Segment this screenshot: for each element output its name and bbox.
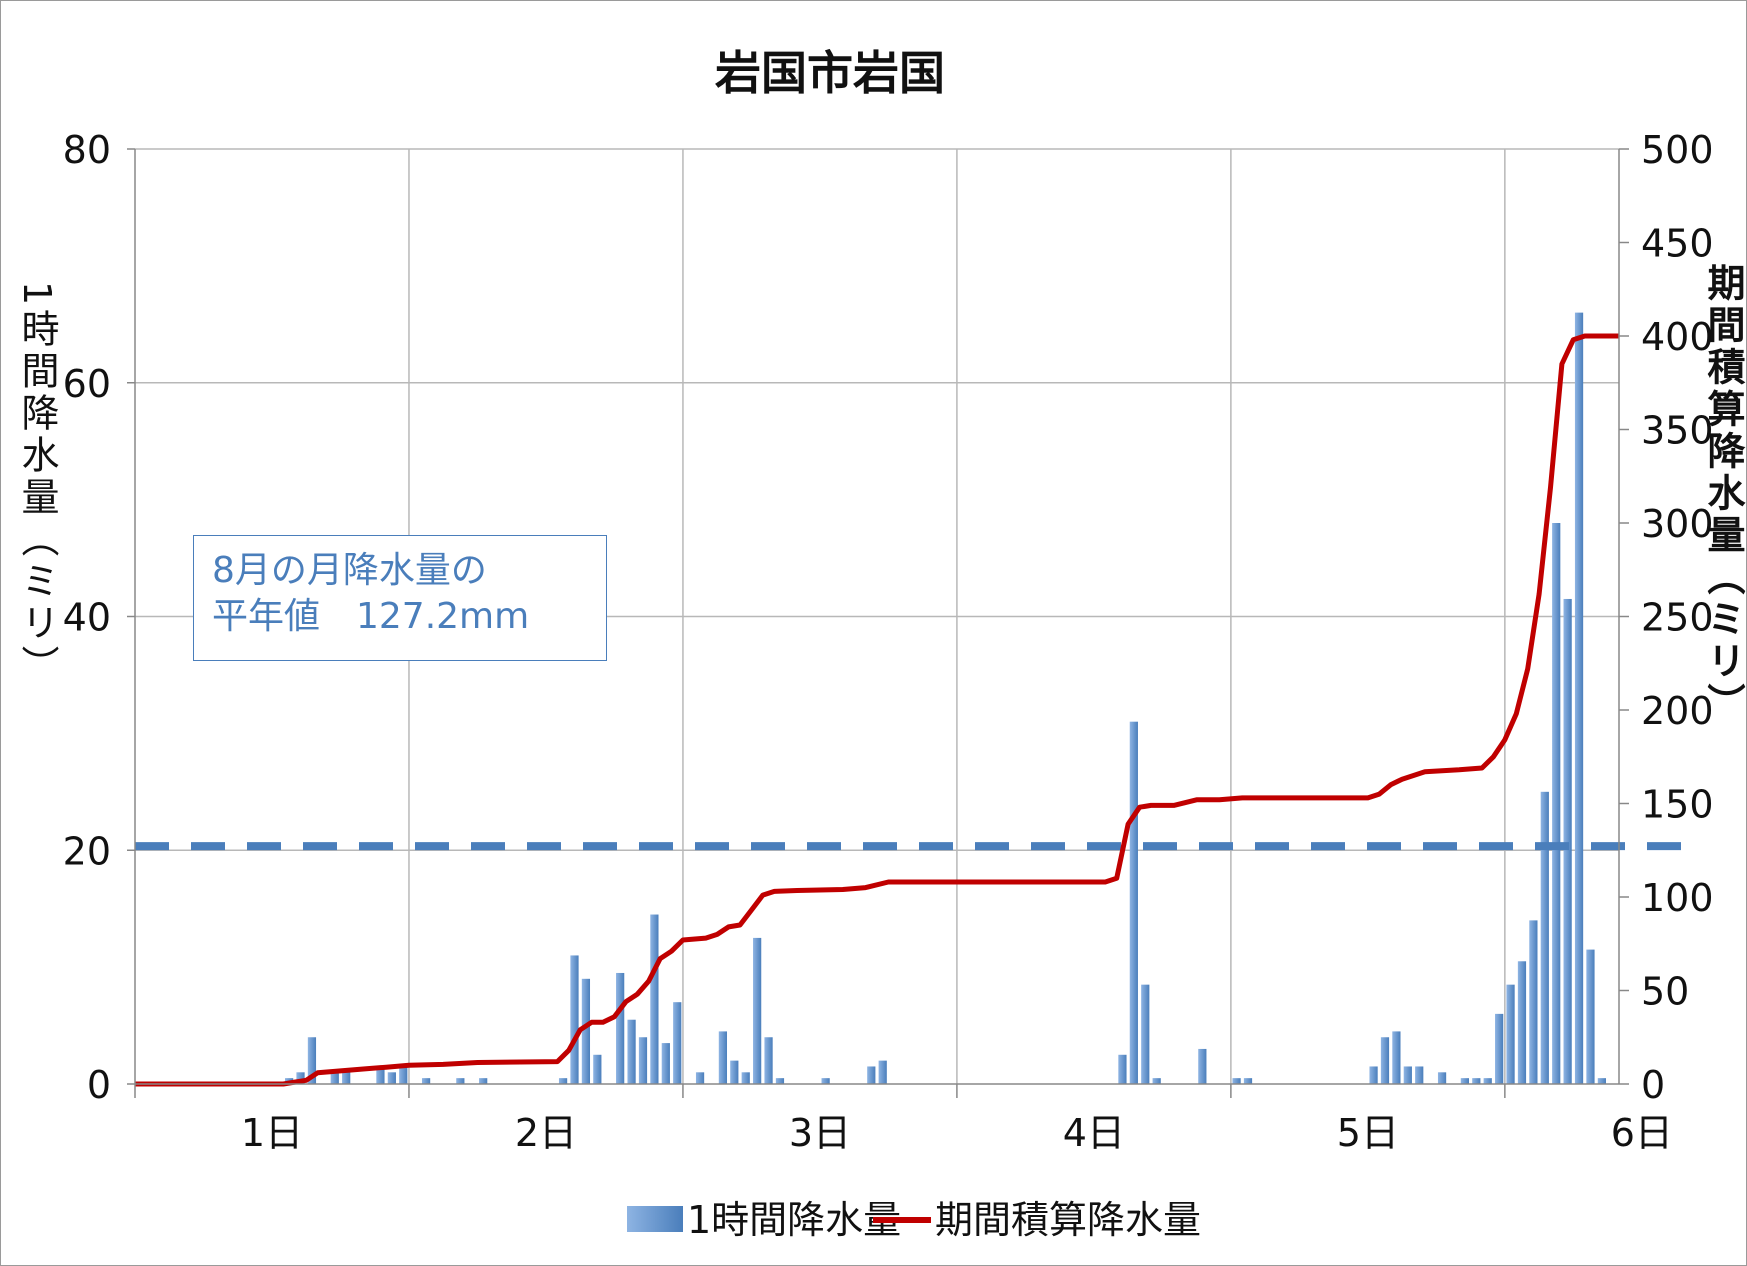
x-tick-label: 3日 [789,1111,851,1155]
y-left-tick-label: 40 [63,596,111,640]
y-right-tick-label: 300 [1641,502,1714,546]
cumulative-line-group [135,333,1619,1087]
bar [1129,721,1138,1084]
bar [421,1078,431,1084]
bar [1506,984,1515,1084]
y-right-tick-label: 400 [1641,315,1714,359]
bar [1529,920,1538,1084]
bar [307,1037,317,1084]
bar [1574,312,1584,1084]
bar [1152,1078,1161,1084]
annotation-line-1: 8月の月降水量の [212,550,487,591]
bar [878,1060,887,1084]
bar [376,1066,385,1084]
bar [1369,1066,1378,1084]
bar [330,1072,339,1084]
bar [1517,961,1527,1084]
bar [753,937,762,1084]
y-right-tick-label: 450 [1641,222,1714,266]
axes [127,148,1629,1098]
chart-title: 岩国市岩国 [715,46,945,100]
x-tick-label: 4日 [1063,1111,1125,1155]
legend-label-line: 期間積算降水量 [935,1198,1201,1242]
y-right-tick-label: 350 [1641,409,1714,453]
bar [1141,984,1150,1084]
y-left-tick-label: 80 [63,128,111,172]
bar [695,1072,705,1084]
bar [764,1037,773,1084]
bar [1540,791,1549,1084]
hourly-bars [284,312,1606,1084]
annotation-line-2: 平年値 127.2mm [212,596,530,637]
bar [1472,1078,1481,1084]
bar [616,972,625,1084]
bar [593,1054,602,1084]
bar [296,1072,305,1084]
y-left-axis-title: 1時間降水量（ミリ） [15,281,59,687]
bar [775,1078,785,1084]
bar [1563,598,1572,1084]
bar [1392,1031,1401,1084]
x-tick-label: 5日 [1337,1111,1399,1155]
bar [581,978,591,1084]
bar [673,1002,682,1084]
x-tick-label: 6日 [1611,1111,1673,1155]
legend-label-bar: 1時間降水量 [687,1198,901,1242]
x-tick-label: 2日 [515,1111,577,1155]
bar [867,1066,876,1084]
y-right-axis-title: 期間積算降水量（ミリ） [1701,263,1745,725]
y-right-tick-label: 500 [1641,128,1714,172]
reference-annotation: 8月の月降水量の 平年値 127.2mm [193,535,607,661]
bar [558,1078,568,1084]
bar [1403,1066,1412,1084]
y-right-tick-label: 150 [1641,783,1714,827]
bar [1118,1054,1127,1084]
legend-swatch-bar [627,1206,683,1232]
bar [1437,1072,1447,1084]
bar [1380,1037,1390,1084]
bar [1597,1078,1606,1084]
bar [821,1078,830,1084]
bar [1460,1078,1470,1084]
y-right-tick-label: 250 [1641,596,1714,640]
y-left-tick-label: 20 [63,829,111,873]
y-left-tick-label: 60 [63,362,111,406]
bar [1495,1013,1504,1084]
legend: 1時間降水量 期間積算降水量 [627,1198,1201,1242]
bar [342,1072,351,1084]
bar [456,1078,465,1084]
y-right-tick-label: 200 [1641,689,1714,733]
y-left-tick-label: 0 [87,1063,111,1107]
bar [479,1078,488,1084]
bar [1198,1048,1207,1084]
bar [730,1060,739,1084]
x-tick-label: 1日 [241,1111,303,1155]
bar [627,1019,636,1084]
bar [650,914,659,1084]
bar [1483,1078,1492,1084]
bar [661,1043,670,1084]
bar [718,1031,728,1084]
bar [387,1072,396,1084]
bar [399,1066,408,1084]
bar [1415,1066,1424,1084]
bar [1552,523,1561,1084]
bar [741,1072,750,1084]
y-right-tick-label: 50 [1641,970,1689,1014]
bar [1232,1078,1241,1084]
y-right-tick-label: 0 [1641,1063,1665,1107]
y-right-tick-label: 100 [1641,876,1714,920]
bar [1586,949,1595,1084]
bar [638,1037,648,1084]
bar [1243,1078,1253,1084]
bar [570,955,579,1084]
cumulative-line [135,333,1619,1087]
